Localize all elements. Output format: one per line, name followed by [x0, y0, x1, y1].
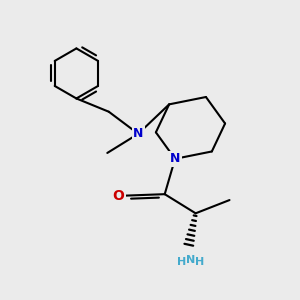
Text: O: O: [112, 189, 124, 202]
Text: N: N: [133, 127, 143, 140]
Text: N: N: [186, 255, 195, 266]
Text: H: H: [195, 256, 204, 267]
Text: N: N: [170, 152, 180, 165]
Text: H: H: [177, 256, 186, 267]
